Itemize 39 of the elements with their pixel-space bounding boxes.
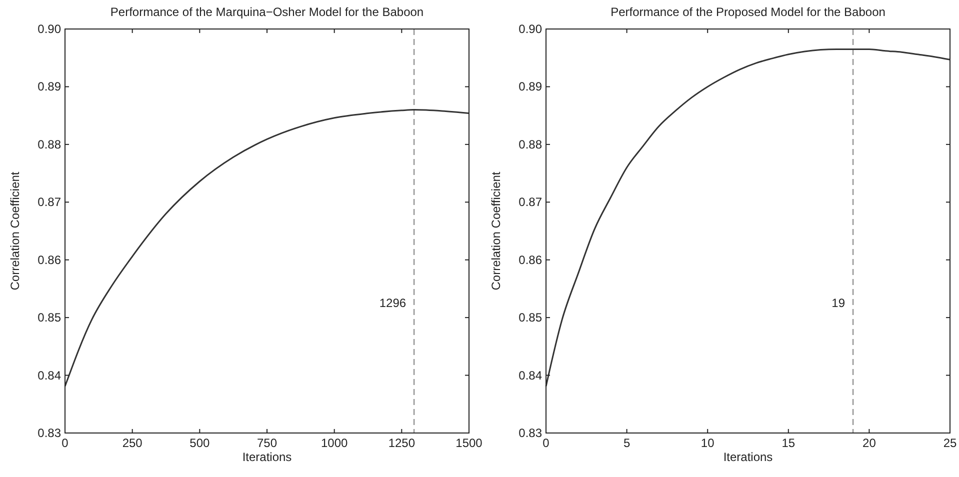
y-tick-label: 0.83 — [38, 426, 62, 440]
ref-line-label: 19 — [832, 296, 846, 310]
chart-title: Performance of the Proposed Model for the Baboon — [610, 5, 886, 19]
x-axis-title: Iterations — [242, 450, 292, 464]
y-tick-label: 0.85 — [38, 310, 62, 325]
y-tick-label: 0.86 — [38, 252, 62, 267]
x-axis-title: Iterations — [723, 450, 773, 464]
y-tick-label: 0.90 — [38, 22, 62, 36]
x-tick-label: 10 — [700, 436, 715, 450]
y-axis-title: Correlation Coefficient — [8, 171, 22, 290]
y-tick-label: 0.83 — [518, 426, 542, 440]
x-tick-label: 1500 — [456, 436, 483, 450]
x-tick-label: 20 — [862, 436, 876, 450]
y-tick-label: 0.88 — [38, 137, 62, 152]
y-tick-label: 0.87 — [38, 195, 62, 210]
x-tick-label: 5 — [623, 436, 630, 450]
y-tick-label: 0.84 — [518, 368, 542, 382]
ref-line-label: 1296 — [379, 296, 406, 310]
y-axis-title: Correlation Coefficient — [489, 171, 503, 290]
x-tick-label: 500 — [190, 436, 210, 450]
x-tick-label: 1250 — [388, 436, 416, 450]
y-tick-label: 0.84 — [38, 368, 62, 382]
x-tick-label: 0 — [542, 436, 550, 450]
x-tick-label: 0 — [62, 436, 69, 450]
x-tick-label: 1000 — [320, 436, 348, 450]
line-series — [545, 48, 951, 387]
y-tick-label: 0.89 — [38, 80, 62, 94]
y-tick-label: 0.90 — [518, 22, 542, 36]
x-tick-label: 15 — [782, 436, 796, 450]
y-tick-label: 0.86 — [518, 252, 542, 267]
x-tick-label: 250 — [122, 436, 143, 450]
y-tick-label: 0.88 — [518, 137, 542, 152]
y-tick-label: 0.85 — [518, 310, 542, 325]
x-tick-label: 750 — [256, 436, 278, 450]
x-tick-label: 25 — [943, 436, 957, 450]
y-tick-label: 0.89 — [518, 80, 542, 94]
chart-title: Performance of the Marquina−Osher Model for the Baboon — [110, 5, 424, 19]
line-series — [64, 109, 470, 387]
y-tick-label: 0.87 — [518, 195, 542, 210]
